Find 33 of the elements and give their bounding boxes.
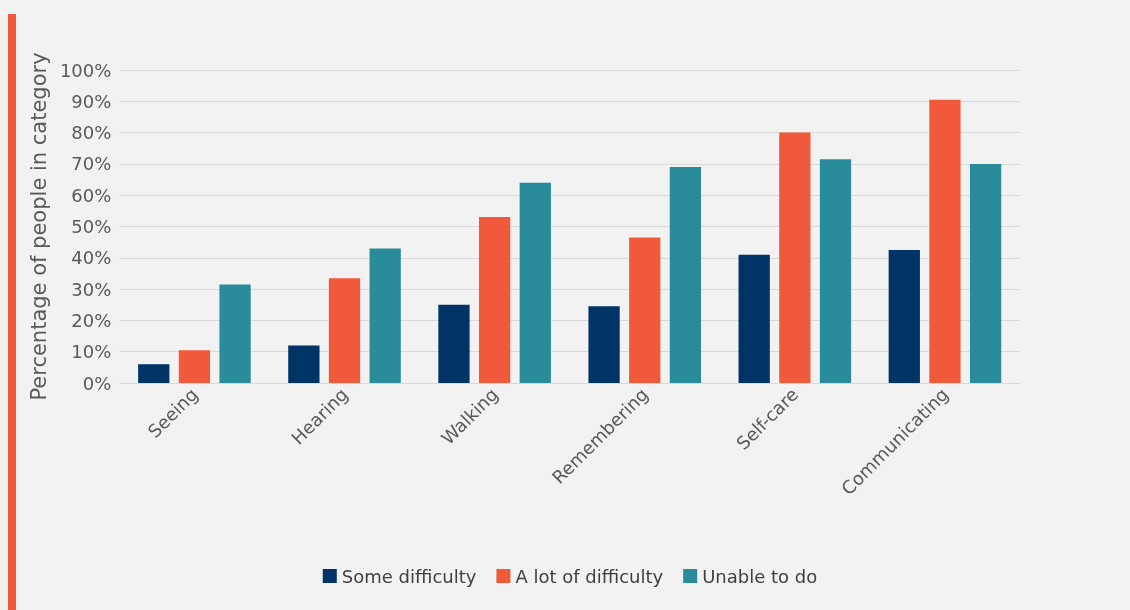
y-axis-title: Percentage of people in category [26, 52, 51, 401]
y-tick-label: 50% [71, 216, 112, 237]
bar [219, 284, 251, 383]
y-tick-label: 90% [71, 90, 112, 112]
y-tick-label: 60% [71, 184, 112, 206]
bar [438, 304, 470, 383]
bar [138, 364, 170, 383]
bar [588, 306, 620, 383]
y-tick-label: 40% [71, 247, 112, 269]
bar [478, 217, 511, 383]
bar [929, 99, 961, 383]
y-tick-label: 10% [71, 341, 112, 363]
legend-label: Unable to do [702, 565, 818, 587]
y-tick-label: 100% [59, 59, 112, 81]
legend-label: A lot of difficulty [515, 565, 664, 587]
bar [819, 159, 852, 383]
bar [629, 237, 661, 383]
bar [178, 350, 211, 383]
bar [669, 167, 702, 383]
y-tick-label: 20% [71, 309, 112, 331]
y-tick-label: 0% [82, 372, 112, 394]
bar [969, 163, 1002, 383]
y-tick-label: 70% [71, 153, 112, 175]
bar [779, 132, 811, 383]
bar [369, 248, 401, 383]
bar [888, 249, 920, 383]
bar [738, 254, 770, 383]
bar [519, 182, 551, 383]
y-tick-label: 30% [71, 278, 112, 300]
y-tick-label: 80% [71, 122, 112, 144]
legend-label: Some difficulty [341, 565, 477, 587]
bar [328, 278, 361, 383]
bar [288, 345, 320, 383]
